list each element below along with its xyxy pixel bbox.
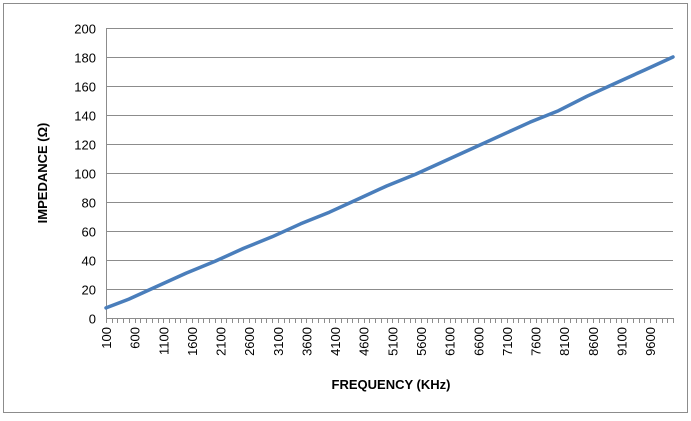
x-tick-labels: 100 600 1100 1600 2100 2600 3100 3600 4100 4600 51… [99, 327, 658, 356]
y-tick-label: 20 [82, 283, 96, 298]
x-tick-label: 2600 [242, 327, 257, 356]
chart-border [3, 3, 688, 413]
x-tick-label: 7600 [529, 327, 544, 356]
y-tick-label: 80 [82, 196, 96, 211]
series [104, 55, 675, 310]
x-tick-label: 8100 [557, 327, 572, 356]
y-tick-label: 200 [74, 22, 96, 37]
x-tick-label: 1600 [185, 327, 200, 356]
x-tick-label: 6100 [443, 327, 458, 356]
y-tick-label: 140 [74, 109, 96, 124]
gridlines [106, 28, 673, 290]
y-tick-label: 180 [74, 51, 96, 66]
x-tick-label: 7100 [500, 327, 515, 356]
x-tick-label: 9100 [614, 327, 629, 356]
x-tick-label: 8600 [586, 327, 601, 356]
x-axis-title: FREQUENCY (KHz) [332, 377, 451, 392]
y-axis-title: IMPEDANCE (Ω) [35, 123, 50, 224]
y-tick-label: 160 [74, 80, 96, 95]
x-tick-label: 3600 [299, 327, 314, 356]
x-tick-label: 3100 [271, 327, 286, 356]
x-tick-label: 100 [99, 327, 114, 349]
y-tick-label: 0 [89, 312, 96, 327]
x-tick-label: 9600 [643, 327, 658, 356]
y-tick-label: 40 [82, 254, 96, 269]
x-tick-label: 5100 [385, 327, 400, 356]
x-tick-label: 6600 [471, 327, 486, 356]
x-tick-label: 2100 [214, 327, 229, 356]
x-tick-label: 5600 [414, 327, 429, 356]
x-tick-label: 4600 [357, 327, 372, 356]
x-tick-label: 600 [128, 327, 143, 349]
y-tick-label: 120 [74, 138, 96, 153]
x-tick-label: 1100 [156, 327, 171, 355]
y-tick-label: 100 [74, 167, 96, 182]
axes [106, 28, 674, 323]
x-tick-label: 4100 [328, 327, 343, 356]
impedance-series-line [104, 55, 675, 310]
y-tick-labels: 0 20 40 60 80 100 120 140 160 180 200 [74, 22, 96, 327]
y-tick-label: 60 [82, 225, 96, 240]
